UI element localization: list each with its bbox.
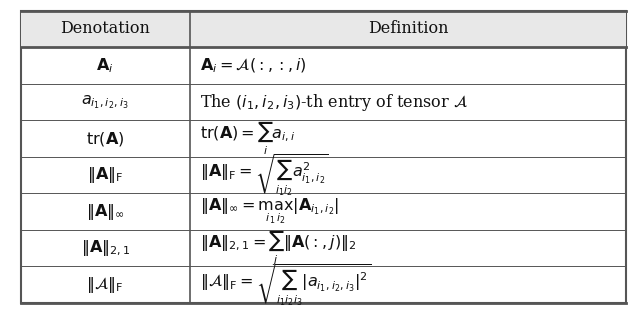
Text: $\|\mathcal{A}\|_{\mathrm{F}} = \sqrt{\sum_{i_1 i_2 i_3} |a_{i_1,i_2,i_3}|^2}$: $\|\mathcal{A}\|_{\mathrm{F}} = \sqrt{\s…	[200, 262, 371, 307]
Text: $\|\mathbf{A}\|_{2,1} = \sum_j \|\mathbf{A}(:,j)\|_2$: $\|\mathbf{A}\|_{2,1} = \sum_j \|\mathbf…	[200, 229, 356, 268]
Text: $\|\mathbf{A}\|_{\infty}$: $\|\mathbf{A}\|_{\infty}$	[86, 202, 125, 222]
FancyBboxPatch shape	[20, 11, 626, 47]
Text: $\mathbf{A}_i = \mathcal{A}(:,:,i)$: $\mathbf{A}_i = \mathcal{A}(:,:,i)$	[200, 56, 306, 75]
FancyBboxPatch shape	[20, 11, 626, 303]
Text: $a_{i_1,i_2,i_3}$: $a_{i_1,i_2,i_3}$	[81, 93, 129, 111]
Text: $\|\mathcal{A}\|_{\mathrm{F}}$: $\|\mathcal{A}\|_{\mathrm{F}}$	[86, 275, 124, 295]
Text: $\|\mathbf{A}\|_{\mathrm{F}}$: $\|\mathbf{A}\|_{\mathrm{F}}$	[87, 165, 124, 185]
Text: $\mathrm{tr}(\mathbf{A}) = \sum_i a_{i,i}$: $\mathrm{tr}(\mathbf{A}) = \sum_i a_{i,i…	[200, 120, 295, 157]
Text: The $(i_1,i_2,i_3)$-th entry of tensor $\mathcal{A}$: The $(i_1,i_2,i_3)$-th entry of tensor $…	[200, 92, 468, 112]
Text: $\|\mathbf{A}\|_{\mathrm{F}} = \sqrt{\sum_{i_1 i_2} a_{i_1,i_2}^2}$: $\|\mathbf{A}\|_{\mathrm{F}} = \sqrt{\su…	[200, 152, 328, 198]
Text: Denotation: Denotation	[60, 20, 150, 37]
Text: $\|\mathbf{A}\|_{2,1}$: $\|\mathbf{A}\|_{2,1}$	[81, 238, 130, 258]
Text: Definition: Definition	[368, 20, 448, 37]
Text: $\mathrm{tr}(\mathbf{A})$: $\mathrm{tr}(\mathbf{A})$	[86, 129, 124, 148]
Text: $\mathbf{A}_i$: $\mathbf{A}_i$	[97, 56, 114, 75]
Text: $\|\mathbf{A}\|_{\infty} = \max_{i_1 i_2} |\mathbf{A}_{i_1,i_2}|$: $\|\mathbf{A}\|_{\infty} = \max_{i_1 i_2…	[200, 197, 339, 226]
